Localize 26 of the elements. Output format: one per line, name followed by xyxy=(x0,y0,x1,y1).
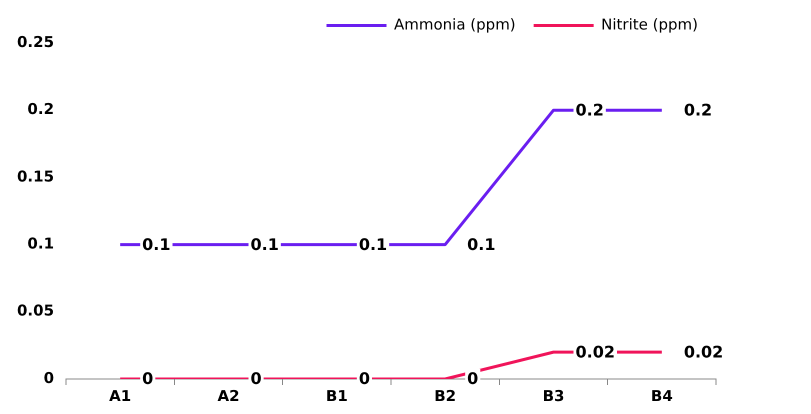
x-tick-label: A1 xyxy=(109,386,132,405)
data-label: 0.1 xyxy=(142,234,171,254)
data-label: 0.1 xyxy=(358,234,388,254)
x-tick-label: B2 xyxy=(434,386,456,405)
data-label: 0 xyxy=(250,369,262,388)
data-label: 0.02 xyxy=(684,342,724,362)
data-label: 0.02 xyxy=(576,342,615,362)
x-tick-label: B1 xyxy=(326,386,348,405)
data-label: 0 xyxy=(358,369,370,388)
data-label: 0.2 xyxy=(576,100,604,120)
y-tick-label: 0.25 xyxy=(16,32,54,51)
legend-label: Nitrite (ppm) xyxy=(601,15,698,34)
y-tick-label: 0 xyxy=(44,368,54,387)
data-label: 0.1 xyxy=(467,234,496,254)
data-label: 0.2 xyxy=(684,100,712,120)
y-tick-label: 0.2 xyxy=(27,100,54,118)
x-tick-label: B4 xyxy=(650,386,673,405)
x-tick-label: A2 xyxy=(217,386,240,405)
x-tick-label: B3 xyxy=(542,386,564,405)
legend-label: Ammonia (ppm) xyxy=(394,15,516,34)
y-tick-label: 0.1 xyxy=(27,234,54,252)
data-label: 0 xyxy=(467,369,478,388)
data-label: 0 xyxy=(142,369,154,388)
data-label: 0.1 xyxy=(250,234,279,254)
y-tick-label: 0.05 xyxy=(16,302,54,320)
y-tick-label: 0.15 xyxy=(16,167,54,186)
